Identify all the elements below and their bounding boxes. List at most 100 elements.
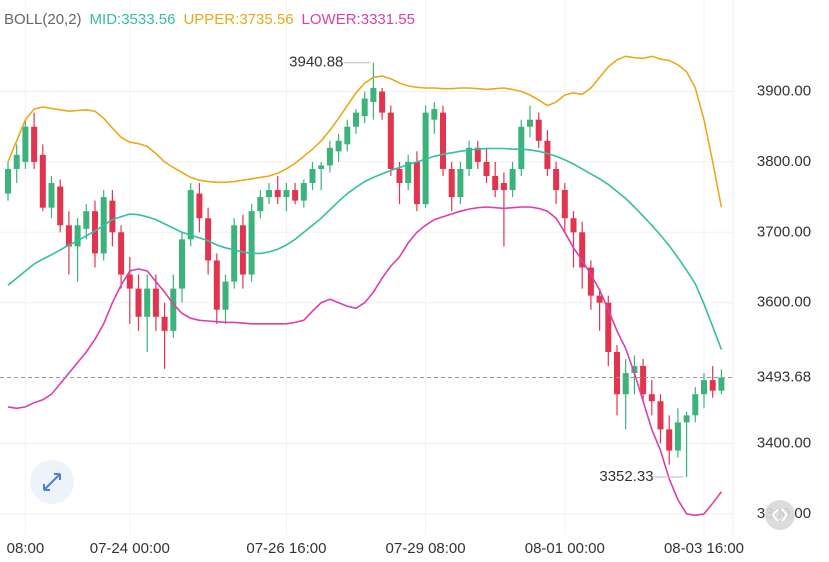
candle-body: [326, 147, 333, 166]
candle-body: [187, 190, 194, 240]
low-label: 3352.33: [599, 468, 653, 485]
candle-body: [274, 190, 281, 198]
candle-body: [657, 401, 664, 430]
x-tick-label: 08:00: [7, 540, 45, 557]
expand-icon: [43, 473, 61, 491]
candle-body: [266, 190, 272, 198]
candle-body: [39, 154, 46, 208]
legend-name: MID:: [90, 11, 122, 28]
candle-body: [135, 288, 142, 317]
x-tick-label: 08-01 00:00: [525, 540, 605, 557]
candle-body: [13, 154, 20, 169]
candle-body: [596, 295, 603, 303]
candle-body: [213, 260, 220, 310]
candle-body: [701, 380, 707, 395]
candle-body: [361, 98, 368, 117]
candle-body: [83, 211, 90, 229]
candle-body: [248, 211, 255, 275]
candle-body: [370, 87, 377, 103]
legend-name: UPPER:: [183, 11, 239, 28]
candle-body: [292, 190, 299, 201]
band-line: [7, 147, 723, 350]
candle-body: [692, 394, 699, 416]
candle-body: [431, 109, 438, 120]
candle-body: [413, 161, 420, 205]
candle-body: [553, 168, 560, 191]
candle-body: [674, 422, 681, 451]
candle-body: [31, 126, 38, 162]
candle-body: [518, 126, 525, 169]
x-tick-label: 07-29 08:00: [386, 540, 466, 557]
legend-value: 3533.56: [121, 11, 175, 28]
candle-body: [179, 239, 185, 289]
y-tick-label: 3700.00: [757, 223, 811, 240]
candle-body: [483, 161, 490, 176]
candle-body: [335, 140, 342, 152]
candle-body: [561, 190, 568, 219]
candle-body: [474, 147, 481, 162]
candle-body: [544, 140, 551, 169]
candle-body: [492, 175, 499, 191]
candle-body: [344, 126, 351, 145]
candle-body: [387, 112, 394, 169]
candle-body: [170, 288, 177, 331]
scroll-button[interactable]: [765, 500, 795, 530]
candle-body: [509, 168, 516, 191]
candle-body: [605, 302, 612, 352]
candle-body: [318, 165, 325, 169]
candle-body: [109, 200, 116, 233]
candle-body: [205, 218, 212, 261]
candle-body: [535, 119, 542, 141]
legend-title: BOLL(20,2): [4, 11, 82, 28]
candle-body: [457, 168, 464, 198]
candle-body: [466, 147, 473, 169]
candle-body: [118, 232, 125, 275]
candle-body: [353, 112, 359, 127]
x-tick-label: 07-24 00:00: [90, 540, 170, 557]
band-line: [7, 55, 723, 208]
candle-body: [152, 288, 159, 317]
candle-body: [666, 429, 673, 451]
candle-body: [448, 168, 455, 198]
candle-body: [300, 183, 307, 201]
candle-body: [622, 373, 629, 395]
scroll-icon: [771, 508, 789, 522]
candle-body: [527, 119, 533, 127]
candle-body: [379, 91, 386, 113]
candle-body: [257, 197, 264, 212]
candle-body: [683, 415, 690, 423]
candle-body: [587, 267, 594, 296]
legend-name: LOWER:: [302, 11, 361, 28]
x-tick-label: 07-26 16:00: [246, 540, 326, 557]
candle-body: [631, 366, 638, 374]
candle-body: [65, 225, 72, 247]
candle-body: [570, 218, 577, 233]
candle-body: [718, 377, 725, 391]
y-tick-label: 3400.00: [757, 434, 811, 451]
candle-body: [57, 186, 64, 226]
legend-value: 3331.55: [361, 11, 415, 28]
candle-body: [5, 168, 11, 194]
y-tick-label: 3600.00: [757, 294, 811, 311]
legend: BOLL(20,2) MID:3533.56 UPPER:3735.56 LOWER:…: [4, 11, 415, 28]
candle-body: [709, 380, 716, 391]
candle-body: [92, 211, 98, 254]
candle-body: [640, 366, 647, 395]
candle-body: [239, 225, 246, 275]
candle-body: [48, 183, 55, 208]
legend-value: 3735.56: [239, 11, 293, 28]
x-tick-label: 08-03 16:00: [664, 540, 744, 557]
candle-body: [309, 168, 316, 184]
candle-body: [440, 112, 446, 169]
candle-body: [161, 316, 168, 331]
band-line: [7, 206, 723, 517]
candle-body: [500, 183, 507, 191]
candle-body: [74, 225, 81, 247]
high-label: 3940.88: [289, 54, 343, 71]
candle-body: [222, 281, 229, 310]
candle-body: [396, 168, 403, 184]
candle-body: [126, 274, 133, 289]
y-tick-label: 3900.00: [757, 82, 811, 99]
